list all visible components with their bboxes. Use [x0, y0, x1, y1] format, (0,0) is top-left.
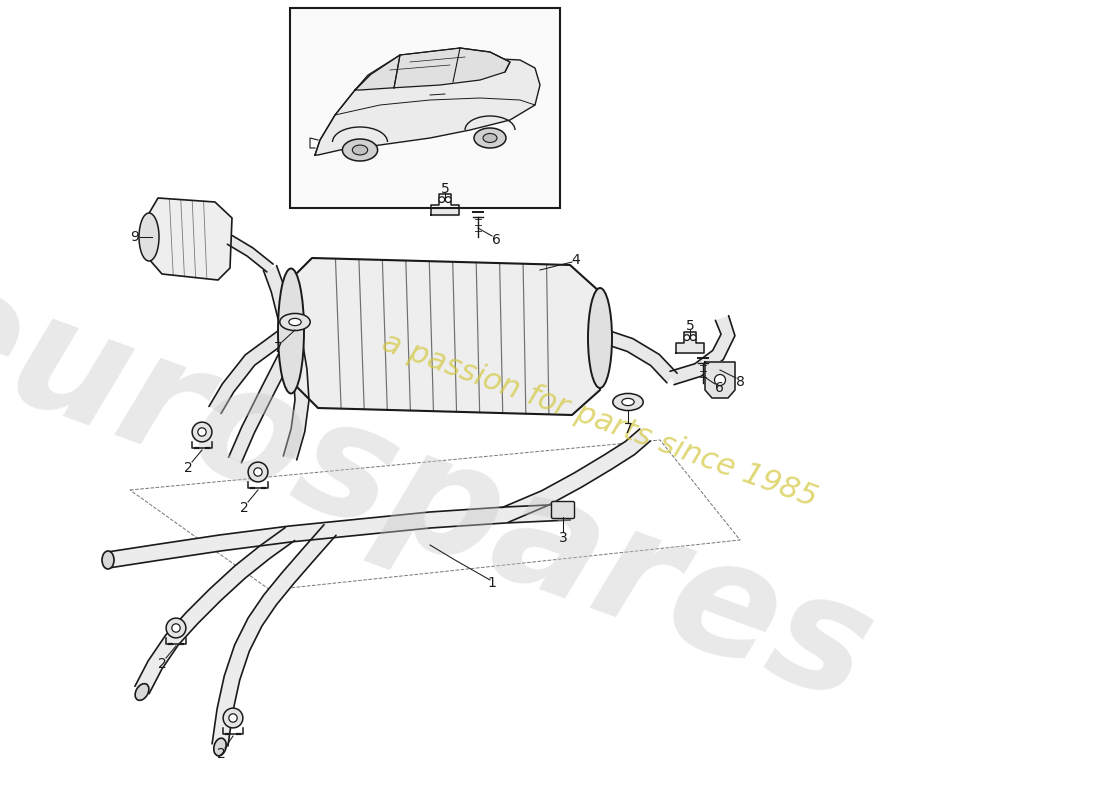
Circle shape [223, 708, 243, 728]
Ellipse shape [352, 145, 367, 155]
Polygon shape [229, 342, 297, 462]
Polygon shape [355, 48, 510, 90]
Text: 9: 9 [131, 230, 140, 244]
Text: 2: 2 [184, 461, 192, 475]
Circle shape [691, 334, 696, 341]
Polygon shape [135, 527, 295, 694]
Circle shape [446, 197, 451, 202]
Circle shape [684, 334, 690, 341]
Text: 5: 5 [685, 319, 694, 333]
Polygon shape [315, 58, 540, 155]
Bar [290, 8, 560, 208]
Ellipse shape [613, 394, 644, 410]
Text: 4: 4 [572, 253, 581, 267]
Polygon shape [212, 525, 336, 746]
Circle shape [249, 462, 268, 482]
Circle shape [254, 468, 262, 476]
Ellipse shape [278, 269, 304, 394]
Text: 1: 1 [487, 576, 496, 590]
Text: 2: 2 [217, 747, 226, 761]
Polygon shape [670, 316, 735, 385]
Polygon shape [263, 266, 292, 320]
Text: 2: 2 [157, 657, 166, 671]
Polygon shape [148, 198, 232, 280]
Ellipse shape [279, 314, 310, 330]
Polygon shape [228, 236, 273, 272]
Circle shape [192, 422, 212, 442]
Circle shape [229, 714, 238, 722]
Text: 7: 7 [274, 341, 283, 355]
Text: 5: 5 [441, 182, 450, 196]
Polygon shape [430, 194, 460, 214]
Text: a passion for parts since 1985: a passion for parts since 1985 [378, 327, 822, 513]
Ellipse shape [483, 134, 497, 142]
Ellipse shape [588, 288, 612, 388]
Text: 6: 6 [715, 381, 724, 395]
Text: eurospares: eurospares [0, 245, 891, 735]
Text: 3: 3 [559, 531, 568, 545]
Ellipse shape [102, 551, 114, 569]
Ellipse shape [474, 128, 506, 148]
Circle shape [198, 428, 206, 436]
Ellipse shape [135, 684, 149, 700]
Polygon shape [107, 504, 571, 568]
Circle shape [439, 197, 444, 202]
Polygon shape [502, 429, 650, 522]
Text: 7: 7 [624, 422, 632, 436]
Text: 6: 6 [492, 233, 500, 247]
Ellipse shape [139, 213, 159, 261]
Ellipse shape [621, 398, 635, 406]
Ellipse shape [342, 139, 377, 161]
Polygon shape [290, 258, 600, 415]
Polygon shape [284, 339, 309, 460]
Polygon shape [597, 328, 678, 383]
Polygon shape [705, 362, 735, 398]
Text: 2: 2 [240, 501, 249, 515]
Ellipse shape [213, 738, 227, 756]
FancyBboxPatch shape [551, 502, 574, 518]
Circle shape [715, 374, 726, 386]
Text: 8: 8 [736, 375, 745, 389]
Ellipse shape [289, 318, 301, 326]
Polygon shape [209, 324, 295, 414]
Polygon shape [675, 332, 704, 353]
Circle shape [172, 624, 180, 632]
Circle shape [166, 618, 186, 638]
